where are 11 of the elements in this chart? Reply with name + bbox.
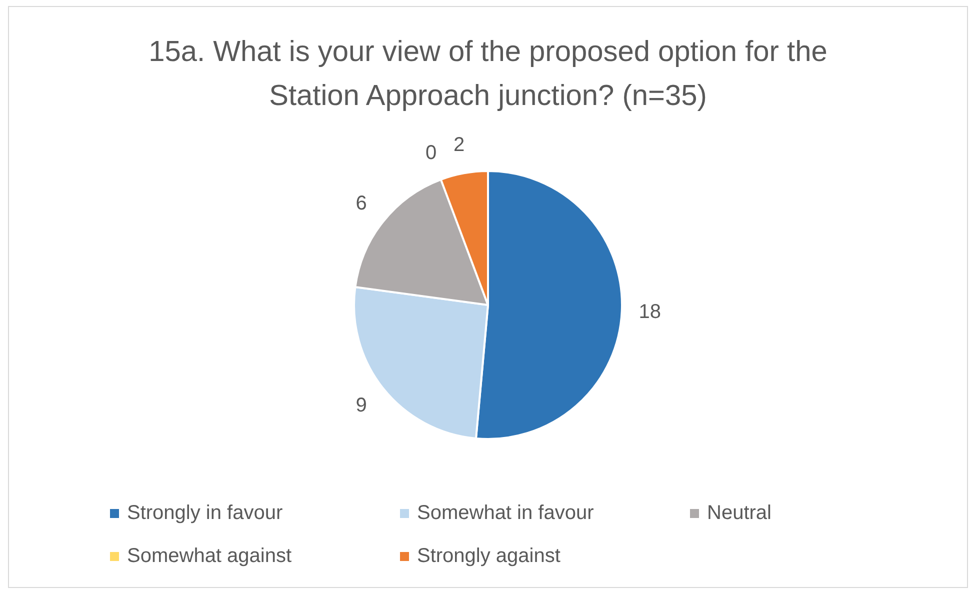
chart-title: 15a. What is your view of the proposed option for the Station Approach junction? (n=35)	[148, 35, 828, 114]
data-label: 18	[638, 300, 661, 323]
legend-label: Somewhat against	[127, 545, 292, 568]
data-label: 9	[356, 394, 367, 417]
data-label: 6	[356, 192, 367, 215]
text: 0	[426, 142, 437, 164]
legend-label: Neutral	[707, 502, 772, 525]
legend-label: Strongly against	[417, 545, 560, 568]
legend-label: Strongly in favour	[127, 502, 283, 525]
data-label: 2	[454, 134, 465, 156]
legend-label: Somewhat in favour	[417, 502, 594, 525]
